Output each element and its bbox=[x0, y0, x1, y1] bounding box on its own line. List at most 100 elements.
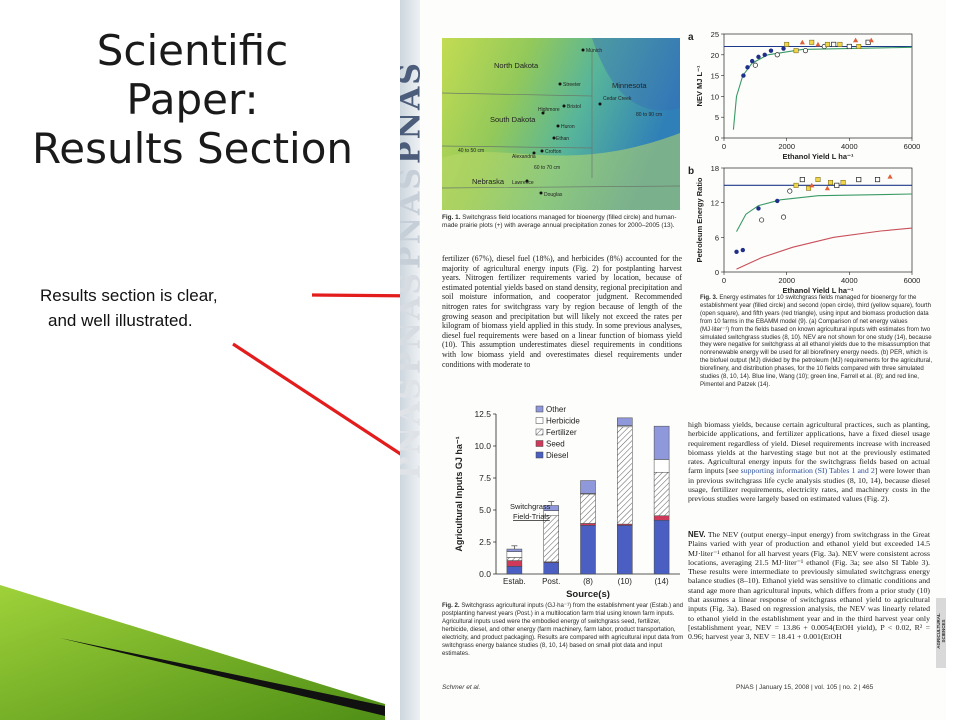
zone-label: 40 to 50 cm bbox=[458, 148, 484, 154]
legend-label: Herbicide bbox=[546, 417, 580, 426]
point-establishment bbox=[745, 65, 750, 70]
point-establishment bbox=[756, 54, 761, 60]
y-axis-label: Agricultural Inputs GJ ha⁻¹ bbox=[454, 436, 464, 551]
x-tick-label: (8) bbox=[583, 577, 593, 586]
point-fifth-year bbox=[809, 182, 815, 188]
point-establishment bbox=[734, 249, 739, 254]
x-tick-label: (10) bbox=[618, 577, 633, 586]
site-label: Streeter bbox=[563, 82, 581, 88]
x-axis-label: Ethanol Yield L ha⁻¹ bbox=[783, 286, 854, 295]
site-dot bbox=[552, 136, 556, 140]
site-dot bbox=[541, 111, 545, 115]
bar-segment bbox=[653, 519, 670, 575]
point-second-year bbox=[780, 214, 787, 220]
fig3b-chart: b 0 6 12 18 0 2000 4000 6000 Petroleum Energy Rat… bbox=[688, 164, 920, 295]
bar-segment bbox=[653, 515, 670, 521]
point-second-year bbox=[759, 217, 765, 223]
caption-text: Switchgrass agricultural inputs (GJ·ha⁻¹… bbox=[442, 602, 684, 657]
y-tick-label: 12.5 bbox=[474, 409, 491, 419]
point-fourth-year bbox=[799, 177, 805, 183]
plot-frame bbox=[723, 33, 913, 139]
y-tick-label: 10 bbox=[711, 92, 719, 101]
point-fifth-year bbox=[887, 174, 893, 179]
bar-segment bbox=[506, 560, 523, 567]
y-tick-label: 20 bbox=[711, 51, 719, 60]
panel-label: a bbox=[688, 32, 694, 43]
site-label: Huron bbox=[561, 124, 575, 130]
slide-title: Scientific Paper: Results Section bbox=[0, 26, 385, 173]
state-label: Nebraska bbox=[472, 177, 505, 186]
x-axis-label: Ethanol Yield L ha⁻¹ bbox=[783, 152, 854, 161]
point-fifth-year bbox=[824, 185, 830, 191]
site-markers bbox=[525, 48, 602, 195]
panel-label: b bbox=[688, 166, 694, 177]
title-line: Scientific bbox=[96, 26, 289, 75]
point-third-year bbox=[809, 39, 815, 45]
point-third-year bbox=[824, 41, 830, 47]
point-establishment bbox=[750, 58, 755, 64]
site-dot bbox=[556, 124, 560, 128]
callout-text: Results section is clear, and well illus… bbox=[40, 283, 218, 333]
point-second-year bbox=[802, 48, 809, 54]
bar-segment bbox=[506, 548, 523, 552]
fig2-chart: 0.0 2.5 5.0 7.5 10.0 12.5 Agricultural Inputs … bbox=[454, 405, 680, 600]
bar-segment bbox=[580, 480, 596, 494]
fig3-caption: Fig. 3. Energy estimates for 10 switchgr… bbox=[700, 294, 932, 389]
legend-label: Seed bbox=[546, 440, 565, 449]
bar-segment bbox=[617, 417, 633, 426]
series-line bbox=[736, 227, 913, 270]
caption-label: Fig. 1. bbox=[442, 214, 461, 221]
y-tick-label: 12 bbox=[711, 199, 719, 208]
site-labels: Munich Streeter Bristol Highmore Cedar C… bbox=[458, 48, 662, 198]
y-tick-label: 0 bbox=[715, 134, 719, 143]
y-tick-label: 18 bbox=[711, 164, 719, 173]
bar-segment bbox=[543, 562, 559, 575]
point-third-year bbox=[784, 41, 790, 47]
y-tick-label: 10.0 bbox=[474, 441, 491, 451]
legend-swatch bbox=[535, 417, 544, 424]
footer-citation: PNAS | January 15, 2008 | vol. 105 | no.… bbox=[736, 684, 874, 691]
legend-swatch bbox=[535, 405, 544, 413]
y-tick-label: 5 bbox=[715, 113, 719, 122]
point-fourth-year bbox=[874, 177, 881, 183]
legend-label: Diesel bbox=[546, 451, 568, 460]
point-establishment bbox=[775, 198, 780, 204]
title-line: Results Section bbox=[31, 124, 354, 173]
x-tick-label: 0 bbox=[722, 142, 726, 151]
point-fourth-year bbox=[856, 177, 862, 183]
x-tick-label: 6000 bbox=[904, 142, 921, 151]
point-fourth-year bbox=[834, 182, 840, 188]
site-label: Alexandria bbox=[512, 154, 536, 160]
paper-page: PNAS PNAS PNAS PNAS North Dakota Minneso… bbox=[400, 0, 946, 720]
y-tick-label: 7.5 bbox=[479, 473, 491, 483]
body-paragraph-2: high biomass yields, because certain agr… bbox=[688, 420, 930, 504]
journal-mark-faded: PNAS bbox=[400, 376, 428, 479]
site-label: Munich bbox=[586, 48, 602, 54]
x-tick-label: 2000 bbox=[778, 142, 795, 151]
nev-paragraph: NEV. The NEV (output energy–input energy… bbox=[688, 530, 930, 642]
caption-text: Energy estimates for 10 switchgrass fiel… bbox=[700, 294, 933, 388]
si-tables-link[interactable]: supporting information (SI) Tables 1 and… bbox=[740, 466, 875, 476]
bar-segment bbox=[617, 525, 633, 575]
series-line bbox=[736, 193, 913, 232]
callout-line: Results section is clear, bbox=[40, 286, 218, 305]
series-line bbox=[732, 46, 913, 130]
bar-segment bbox=[580, 493, 596, 524]
caption-text: Switchgrass field locations managed for … bbox=[442, 214, 677, 230]
bar-segment bbox=[653, 471, 670, 517]
decorative-wedge-dark bbox=[60, 638, 385, 716]
caption-label: Fig. 2. bbox=[442, 602, 460, 609]
y-tick-label: 0 bbox=[715, 268, 719, 277]
x-tick-label: 2000 bbox=[778, 276, 795, 285]
bar-segment bbox=[580, 523, 596, 526]
title-line: Paper: bbox=[126, 75, 259, 124]
point-third-year bbox=[793, 48, 799, 54]
site-label: Ethan bbox=[556, 136, 569, 142]
footer-authors: Schmer et al. bbox=[442, 684, 481, 691]
legend-swatch bbox=[535, 451, 544, 459]
caption-label: Fig. 3. bbox=[700, 294, 718, 301]
site-dot bbox=[562, 104, 566, 108]
body-text: high biomass yields, because certain agr… bbox=[688, 420, 930, 476]
body-paragraph-1: fertilizer (67%), diesel fuel (18%), and… bbox=[442, 254, 682, 369]
